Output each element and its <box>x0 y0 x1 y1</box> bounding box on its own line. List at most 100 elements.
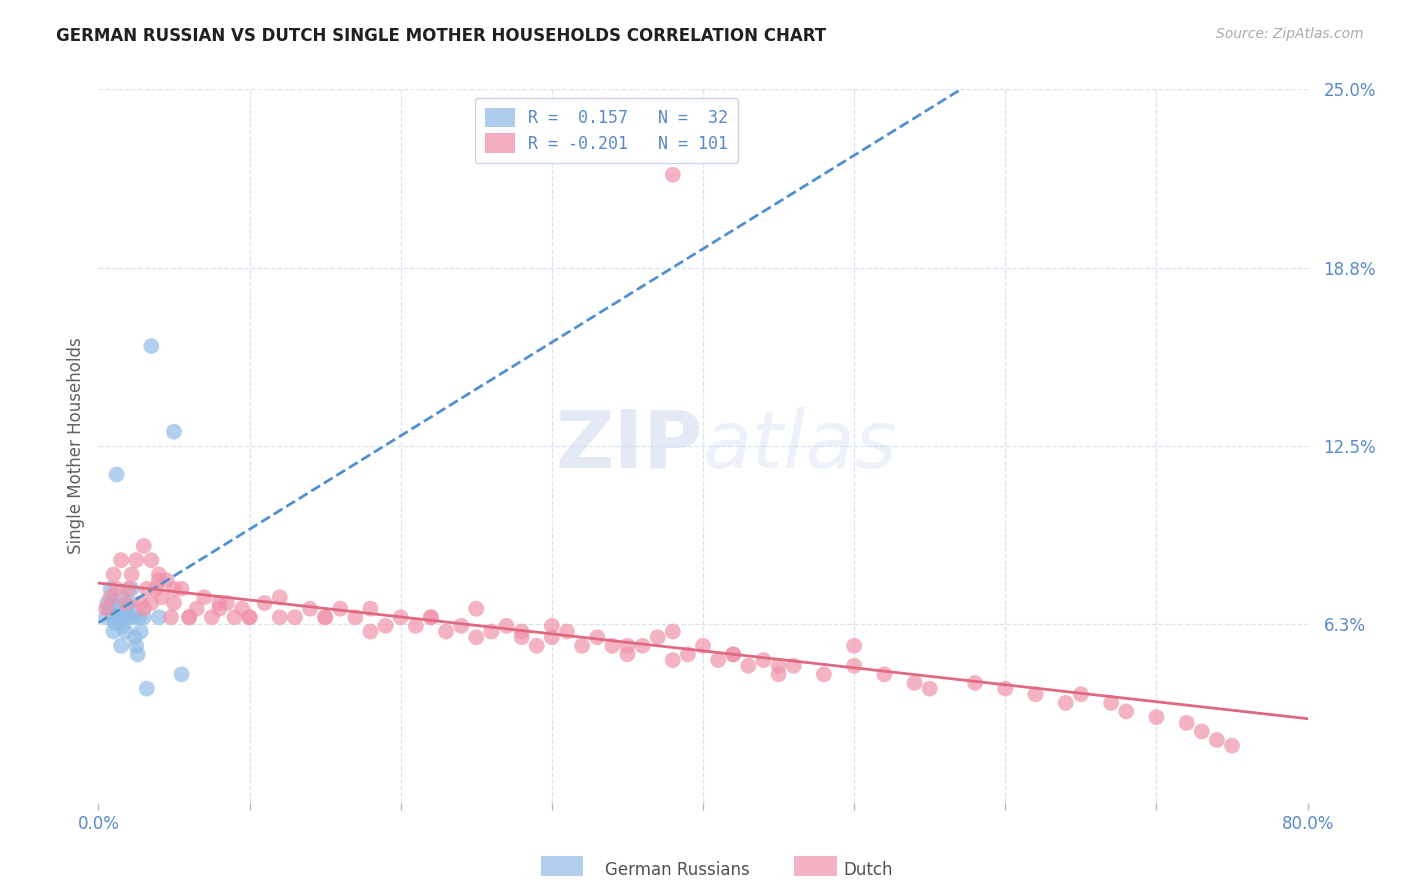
Point <box>661 168 683 182</box>
Point <box>96 596 118 610</box>
Point <box>813 667 835 681</box>
Point <box>208 596 231 610</box>
Point <box>419 610 441 624</box>
Point <box>186 601 208 615</box>
Y-axis label: Single Mother Households: Single Mother Households <box>66 338 84 554</box>
Point <box>110 591 132 605</box>
Point <box>108 610 131 624</box>
Point <box>1220 739 1243 753</box>
Point <box>994 681 1017 696</box>
Point <box>676 648 699 662</box>
Point <box>121 582 143 596</box>
Point <box>510 624 533 639</box>
Point <box>253 596 276 610</box>
Point <box>1144 710 1167 724</box>
Point <box>269 591 291 605</box>
Point <box>160 610 183 624</box>
Point <box>495 619 517 633</box>
Point <box>465 601 488 615</box>
Point <box>148 610 170 624</box>
Point <box>170 667 193 681</box>
Point <box>122 610 145 624</box>
Point <box>141 553 163 567</box>
Point <box>647 630 669 644</box>
Point <box>389 610 412 624</box>
Point <box>101 596 124 610</box>
Point <box>148 573 170 587</box>
Point <box>120 596 142 610</box>
Point <box>103 610 125 624</box>
Point <box>104 615 127 630</box>
Point <box>239 610 262 624</box>
Point <box>329 601 352 615</box>
Point <box>540 630 562 644</box>
Point <box>121 567 143 582</box>
Point <box>141 596 163 610</box>
Point <box>314 610 336 624</box>
Point <box>450 619 472 633</box>
Point <box>118 610 141 624</box>
Point <box>239 610 262 624</box>
Point <box>873 667 896 681</box>
Point <box>215 596 238 610</box>
Point <box>434 624 457 639</box>
Point <box>965 676 987 690</box>
Point <box>555 624 578 639</box>
Point <box>110 639 132 653</box>
Point <box>1115 705 1137 719</box>
Point <box>100 582 122 596</box>
Point <box>661 624 683 639</box>
Point <box>360 601 382 615</box>
Point <box>782 658 804 673</box>
Point <box>1206 733 1229 747</box>
Point <box>112 610 135 624</box>
Point <box>768 658 790 673</box>
Text: GERMAN RUSSIAN VS DUTCH SINGLE MOTHER HOUSEHOLDS CORRELATION CHART: GERMAN RUSSIAN VS DUTCH SINGLE MOTHER HO… <box>56 27 827 45</box>
Point <box>540 619 562 633</box>
Legend: R =  0.157   N =  32, R = -0.201   N = 101: R = 0.157 N = 32, R = -0.201 N = 101 <box>475 97 738 162</box>
Point <box>148 567 170 582</box>
Point <box>208 601 231 615</box>
Point <box>110 553 132 567</box>
Point <box>360 624 382 639</box>
Point <box>737 658 759 673</box>
Point <box>844 639 866 653</box>
Point <box>125 639 148 653</box>
Point <box>115 601 138 615</box>
Point <box>224 610 246 624</box>
Point <box>405 619 427 633</box>
Point <box>111 619 134 633</box>
Point <box>344 610 367 624</box>
Point <box>692 639 714 653</box>
Point <box>114 624 136 639</box>
Point <box>145 582 167 596</box>
Point <box>128 610 150 624</box>
Point <box>141 339 163 353</box>
Point <box>105 467 128 482</box>
Point <box>284 610 307 624</box>
Point <box>170 582 193 596</box>
Point <box>94 610 117 624</box>
Point <box>193 591 215 605</box>
Point <box>661 653 683 667</box>
Point <box>269 610 291 624</box>
Point <box>299 601 322 615</box>
Point <box>1099 696 1122 710</box>
Point <box>526 639 548 653</box>
Point <box>918 681 941 696</box>
Point <box>177 610 201 624</box>
Point <box>94 601 117 615</box>
Point <box>135 681 157 696</box>
Point <box>616 639 638 653</box>
Point <box>844 658 866 673</box>
Point <box>163 425 186 439</box>
Point <box>510 630 533 644</box>
Point <box>155 573 177 587</box>
Point <box>1024 687 1046 701</box>
Point <box>231 601 253 615</box>
Point <box>465 630 488 644</box>
Point <box>1070 687 1092 701</box>
Point <box>163 582 186 596</box>
Point <box>150 591 173 605</box>
Text: Source: ZipAtlas.com: Source: ZipAtlas.com <box>1216 27 1364 41</box>
